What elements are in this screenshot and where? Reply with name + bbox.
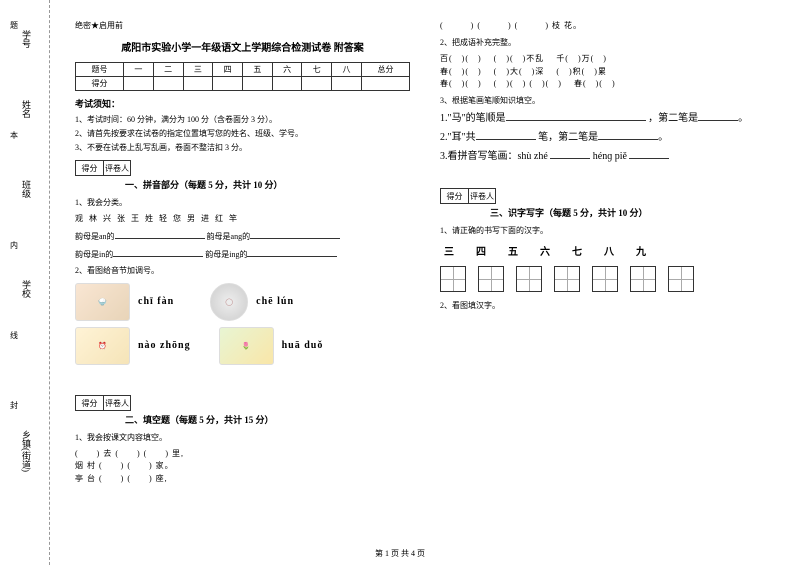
fill-row: ( ) ( ) ( ) 枝 花。 [440,20,775,33]
pinyin: chē lún [256,296,294,307]
scorebox-score: 得分 [75,160,103,176]
cutmark: 线 [10,330,18,341]
pinyin: huā duǒ [282,340,324,351]
content-area: 绝密★启用前 咸阳市实验小学一年级语文上学期综合检测试卷 附答案 题号 一 二 … [50,0,800,565]
image-flower: 🌷 [219,327,274,365]
th: 五 [242,63,272,77]
exam-title: 咸阳市实验小学一年级语文上学期综合检测试卷 附答案 [75,39,410,54]
line: 韵母是an的 韵母是ang的 [75,229,410,243]
charbox[interactable] [592,266,618,292]
scorebox-score: 得分 [75,395,103,411]
notice-title: 考试须知： [75,97,410,110]
scorebox-section3: 得分 评卷人 [440,188,775,204]
section1-title: 一、拼音部分（每题 5 分，共计 10 分） [125,178,410,191]
charbox[interactable] [630,266,656,292]
idiom-row: 百( )( ) ( )( )不乱 千( )万( ) [440,53,775,66]
bind-label-banji: 班级 [20,180,33,198]
q-idiom: 2、把成语补充完整。 [440,37,775,49]
bind-label-xingming: 姓名 [20,100,33,118]
charbox[interactable] [668,266,694,292]
bind-label-xiangzhen: 乡镇(街道) [20,430,33,472]
charbox[interactable] [478,266,504,292]
image-row-2: ⏰ nào zhōng 🌷 huā duǒ [75,327,410,365]
line: 韵母是in的 韵母是ing的 [75,247,410,261]
th: 六 [272,63,302,77]
q3-1: 1、请正确的书写下面的汉字。 [440,225,775,237]
q1-2: 2、看图给音节加调号。 [75,265,410,277]
right-column: ( ) ( ) ( ) 枝 花。 2、把成语补充完整。 百( )( ) ( )(… [425,20,790,555]
th: 三 [183,63,213,77]
left-column: 绝密★启用前 咸阳市实验小学一年级语文上学期综合检测试卷 附答案 题号 一 二 … [60,20,425,555]
charbox[interactable] [440,266,466,292]
notice-item: 3、不要在试卷上乱写乱画，卷面不整洁扣 3 分。 [75,142,410,153]
cutmark: 本 [10,130,18,141]
stroke-line3: 3.看拼音写笔画：shù zhé hénɡ piě [440,149,775,164]
q1-1: 1、我会分类。 [75,197,410,209]
image-wheel: ◯ [210,283,248,321]
th: 四 [213,63,243,77]
row-label: 得分 [76,77,124,91]
q3-2: 2、看图填汉字。 [440,300,775,312]
cutmark: 封 [10,400,18,411]
score-table: 题号 一 二 三 四 五 六 七 八 总分 得分 [75,62,410,91]
stroke-line1: 1."马"的笔顺是 ，第二笔是。 [440,111,775,126]
th: 七 [302,63,332,77]
charbox[interactable] [516,266,542,292]
secret-label: 绝密★启用前 [75,20,410,31]
page-footer: 第 1 页 共 4 页 [0,548,800,559]
th: 二 [153,63,183,77]
idiom-row: 春( )( ) ( )( ) ( )( ) 春( )( ) [440,78,775,91]
th: 一 [124,63,154,77]
image-eating: 🍚 [75,283,130,321]
char-row: 观 林 兴 张 王 姓 轻 您 男 进 红 竿 [75,213,410,225]
scorebox-score: 得分 [440,188,468,204]
charbox-row [440,266,775,292]
pinyin: nào zhōng [138,340,191,351]
notice-item: 2、请首先按要求在试卷的指定位置填写您的姓名、班级、学号。 [75,128,410,139]
notice-item: 1、考试时间：60 分钟，满分为 100 分（含卷面分 3 分）。 [75,114,410,125]
charbox[interactable] [554,266,580,292]
section3-title: 三、识字写字（每题 5 分，共计 10 分） [490,206,775,219]
fill-row: 亭 台 ( ) ( ) 座, [75,473,410,486]
scorebox-section1: 得分 评卷人 [75,160,410,176]
idiom-row: 春( )( ) ( )大( )深 ( )积( )累 [440,66,775,79]
scorebox-grader: 评卷人 [103,395,131,411]
q-stroke: 3、根据笔画笔顺知识填空。 [440,95,775,107]
cutmark: 内 [10,240,18,251]
th: 八 [332,63,362,77]
stroke-line2: 2."耳"共 笔，第二笔是。 [440,130,775,145]
image-clock: ⏰ [75,327,130,365]
th: 总分 [361,63,409,77]
scorebox-section2: 得分 评卷人 [75,395,410,411]
th: 题号 [76,63,124,77]
scorebox-grader: 评卷人 [468,188,496,204]
scorebox-grader: 评卷人 [103,160,131,176]
image-row-1: 🍚 chī fàn ◯ chē lún [75,283,410,321]
pinyin: chī fàn [138,296,174,307]
bind-label-xuehao: 学号 [20,30,33,48]
cutmark: 题 [10,20,18,31]
fill-row: ( ) 去 ( ) ( ) 里, [75,448,410,461]
num-row: 三 四 五 六 七 八 九 [444,243,775,258]
binding-margin: 学号 姓名 班级 学校 乡镇(街道) 题 本 内 线 封 [0,0,50,565]
section2-title: 二、填空题（每题 5 分，共计 15 分） [125,413,410,426]
bind-label-xuexiao: 学校 [20,280,33,298]
fill-row: 烟 村 ( ) ( ) 家。 [75,460,410,473]
q2-1: 1、我会按课文内容填空。 [75,432,410,444]
